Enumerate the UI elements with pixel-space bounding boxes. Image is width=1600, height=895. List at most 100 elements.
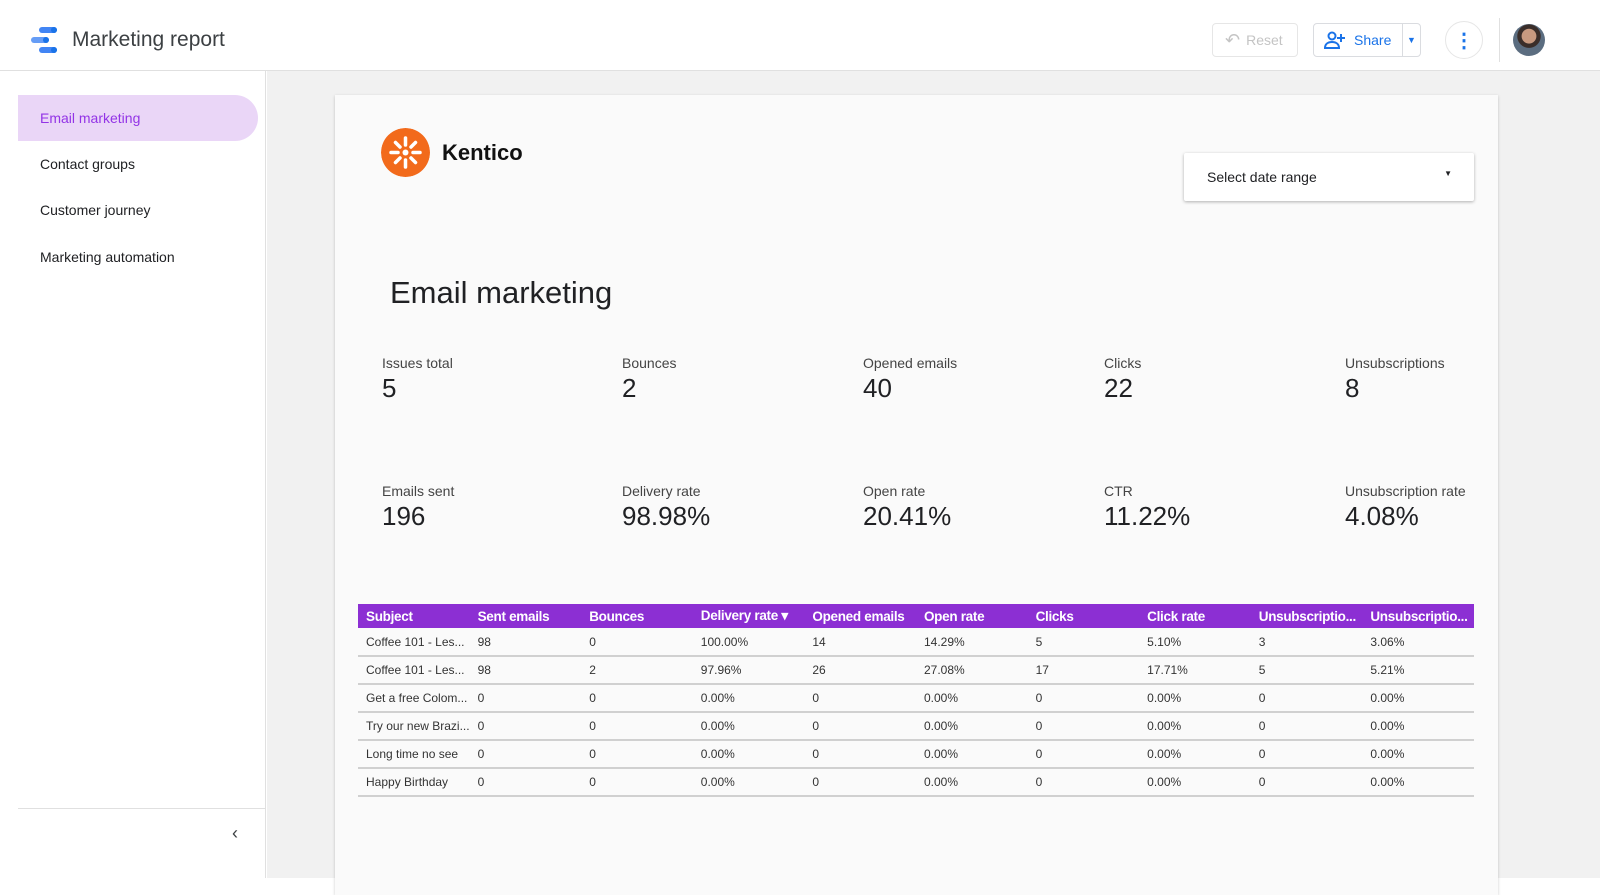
table-cell: 98 — [469, 656, 582, 685]
sidebar-item-customer-journey[interactable]: Customer journey — [40, 202, 151, 218]
kpi-value: 196 — [382, 501, 426, 531]
column-header[interactable]: Bounces — [581, 604, 693, 628]
date-range-picker[interactable]: Select date range ▼ — [1184, 153, 1474, 201]
table-cell: 0 — [1027, 768, 1140, 797]
table-cell: 0.00% — [1362, 684, 1474, 713]
table-cell: 0.00% — [1139, 740, 1251, 769]
email-issues-table: Subject Sent emails Bounces Delivery rate ▾… — [358, 604, 1474, 797]
kpi-bounces: Bounces 2 — [622, 355, 822, 404]
table-cell: 3 — [1250, 628, 1363, 657]
brand-name: Kentico — [442, 140, 523, 165]
table-row[interactable]: Coffee 101 - Les... 98 0 100.00% 14 14.29% 5 5.… — [358, 628, 1474, 657]
table-cell: 5.21% — [1362, 656, 1474, 685]
column-header[interactable]: Open rate — [915, 604, 1028, 628]
table-cell: 0 — [1027, 684, 1140, 713]
report-title: Marketing report — [72, 28, 225, 51]
table-row[interactable]: Long time no see 0 0 0.00% 0 0.00% 0 0.00% 0 0.00… — [358, 740, 1474, 769]
table-cell: 17 — [1027, 656, 1140, 685]
sidebar-item-email-marketing[interactable]: Email marketing — [18, 95, 258, 141]
table-cell: 0.00% — [915, 740, 1028, 769]
column-header[interactable]: Delivery rate ▾ — [692, 604, 805, 628]
table-row[interactable]: Try our new Brazi... 0 0 0.00% 0 0.00% 0 0.00% 0… — [358, 712, 1474, 741]
share-label: Share — [1354, 32, 1392, 48]
date-range-label: Select date range — [1207, 169, 1317, 185]
table-cell: 17.71% — [1139, 656, 1251, 685]
reset-button[interactable]: ↶ Reset — [1212, 23, 1298, 57]
table-cell: 0.00% — [1362, 712, 1474, 741]
table-cell: 0 — [1250, 740, 1363, 769]
table-cell: 14 — [804, 628, 916, 657]
kpi-open-rate: Open rate 20.41% — [863, 483, 1063, 532]
table-cell: 0 — [581, 768, 693, 797]
share-dropdown-icon[interactable]: ▼ — [1402, 24, 1420, 56]
table-cell: 0 — [581, 740, 693, 769]
kpi-issues-total: Issues total 5 — [382, 355, 582, 404]
table-cell: 0.00% — [1139, 768, 1251, 797]
kpi-label: Open rate — [863, 483, 926, 499]
column-header[interactable]: Subject — [358, 604, 470, 628]
kpi-value: 98.98% — [622, 501, 711, 531]
column-header[interactable]: Opened emails — [804, 604, 916, 628]
table-cell: Long time no see — [358, 740, 470, 769]
kpi-ctr: CTR 11.22% — [1104, 483, 1304, 532]
kpi-label: Opened emails — [863, 355, 958, 371]
sidebar-item-marketing-automation[interactable]: Marketing automation — [40, 249, 175, 265]
table-cell: 5 — [1250, 656, 1363, 685]
kpi-label: Delivery rate — [622, 483, 701, 499]
table-cell: 5 — [1027, 628, 1140, 657]
table-cell: 97.96% — [692, 656, 805, 685]
table-cell: 0 — [804, 712, 916, 741]
top-bar: Marketing report ↶ Reset Share ▼ ⋮ — [0, 0, 1600, 71]
kpi-clicks: Clicks 22 — [1104, 355, 1304, 404]
sidebar-item-contact-groups[interactable]: Contact groups — [40, 156, 135, 172]
column-header[interactable]: Sent emails — [469, 604, 582, 628]
kpi-value: 4.08% — [1345, 501, 1419, 531]
kpi-unsubscription-rate: Unsubscription rate 4.08% — [1345, 483, 1545, 532]
table-cell: 0 — [469, 740, 582, 769]
table-cell: Happy Birthday — [358, 768, 470, 797]
table-cell: 0.00% — [692, 712, 805, 741]
table-cell: 0 — [804, 740, 916, 769]
table-row[interactable]: Happy Birthday 0 0 0.00% 0 0.00% 0 0.00% 0 0.00% — [358, 768, 1474, 797]
column-header[interactable]: Clicks — [1027, 604, 1140, 628]
table-cell: 5.10% — [1139, 628, 1251, 657]
table-cell: 14.29% — [915, 628, 1028, 657]
table-cell: 0 — [1027, 740, 1140, 769]
kpi-label: Unsubscription rate — [1345, 483, 1466, 499]
table-cell: 0.00% — [1362, 768, 1474, 797]
table-cell: 0 — [581, 712, 693, 741]
table-cell: 98 — [469, 628, 582, 657]
column-header[interactable]: Click rate — [1139, 604, 1251, 628]
kpi-label: Unsubscriptions — [1345, 355, 1445, 371]
table-header-row: Subject Sent emails Bounces Delivery rate ▾… — [358, 604, 1474, 628]
table-cell: Try our new Brazi... — [358, 712, 470, 741]
column-header[interactable]: Unsubscriptio... — [1250, 604, 1363, 628]
avatar[interactable] — [1513, 24, 1545, 56]
table-cell: 0 — [469, 712, 582, 741]
share-button[interactable]: Share ▼ — [1313, 23, 1421, 57]
table-cell: 0.00% — [692, 768, 805, 797]
table-cell: 0.00% — [692, 684, 805, 713]
table-row[interactable]: Coffee 101 - Les... 98 2 97.96% 26 27.08% 17 17… — [358, 656, 1474, 685]
table-cell: 0.00% — [915, 712, 1028, 741]
kpi-label: Issues total — [382, 355, 453, 371]
table-cell: 0 — [581, 684, 693, 713]
table-cell: 0 — [1027, 712, 1140, 741]
kpi-value: 11.22% — [1104, 501, 1191, 531]
kpi-label: CTR — [1104, 483, 1133, 499]
sidebar: Email marketing Contact groups Customer … — [18, 71, 266, 878]
table-row[interactable]: Get a free Colom... 0 0 0.00% 0 0.00% 0 0.00% 0 0… — [358, 684, 1474, 713]
table-cell: 0.00% — [1139, 684, 1251, 713]
table-cell: 0 — [804, 684, 916, 713]
more-options-icon[interactable]: ⋮ — [1445, 21, 1483, 59]
collapse-sidebar-chevron-left-icon[interactable]: ‹ — [232, 823, 238, 843]
divider — [1499, 18, 1500, 62]
kpi-unsubscriptions: Unsubscriptions 8 — [1345, 355, 1545, 404]
kpi-value: 40 — [863, 373, 892, 403]
kpi-value: 2 — [622, 373, 637, 403]
undo-icon: ↶ — [1225, 29, 1241, 50]
table-cell: 0.00% — [915, 684, 1028, 713]
table-cell: 0 — [469, 768, 582, 797]
column-header[interactable]: Unsubscriptio... — [1362, 604, 1474, 628]
table-cell: 0.00% — [692, 740, 805, 769]
